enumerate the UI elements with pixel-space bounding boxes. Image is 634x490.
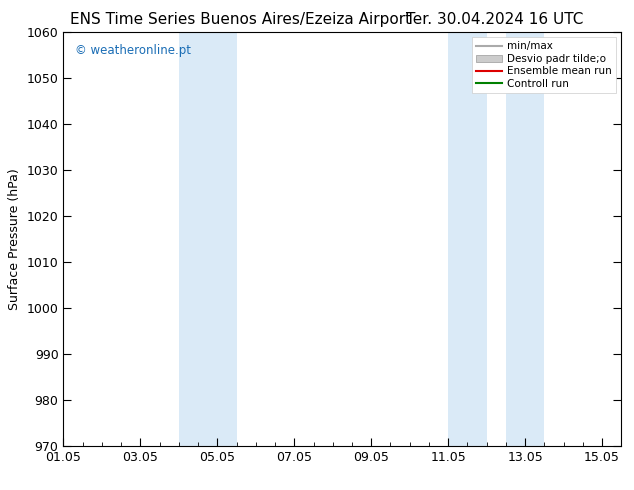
Bar bbox=[179, 32, 236, 446]
Text: © weatheronline.pt: © weatheronline.pt bbox=[75, 44, 191, 57]
Text: Ter. 30.04.2024 16 UTC: Ter. 30.04.2024 16 UTC bbox=[406, 12, 583, 27]
Bar bbox=[506, 32, 545, 446]
Y-axis label: Surface Pressure (hPa): Surface Pressure (hPa) bbox=[8, 168, 21, 310]
Legend: min/max, Desvio padr tilde;o, Ensemble mean run, Controll run: min/max, Desvio padr tilde;o, Ensemble m… bbox=[472, 37, 616, 93]
Text: ENS Time Series Buenos Aires/Ezeiza Airport: ENS Time Series Buenos Aires/Ezeiza Airp… bbox=[70, 12, 411, 27]
Bar bbox=[448, 32, 487, 446]
